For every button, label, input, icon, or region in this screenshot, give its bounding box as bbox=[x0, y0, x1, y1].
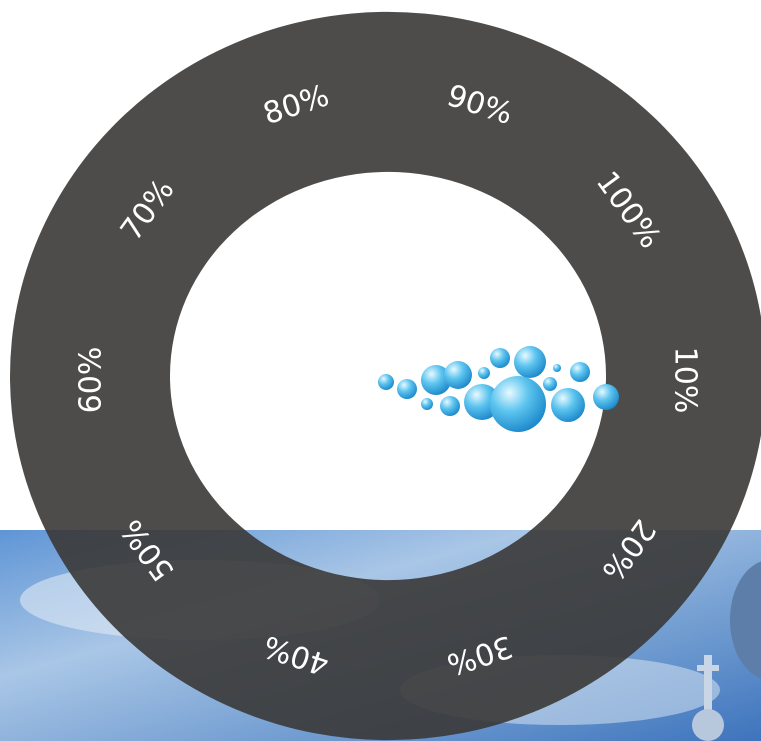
dial-label: 60% bbox=[74, 347, 109, 414]
dial-label: 10% bbox=[668, 347, 703, 414]
church-dome bbox=[692, 561, 761, 741]
bubbles bbox=[378, 346, 619, 432]
dial-ring bbox=[10, 12, 761, 740]
